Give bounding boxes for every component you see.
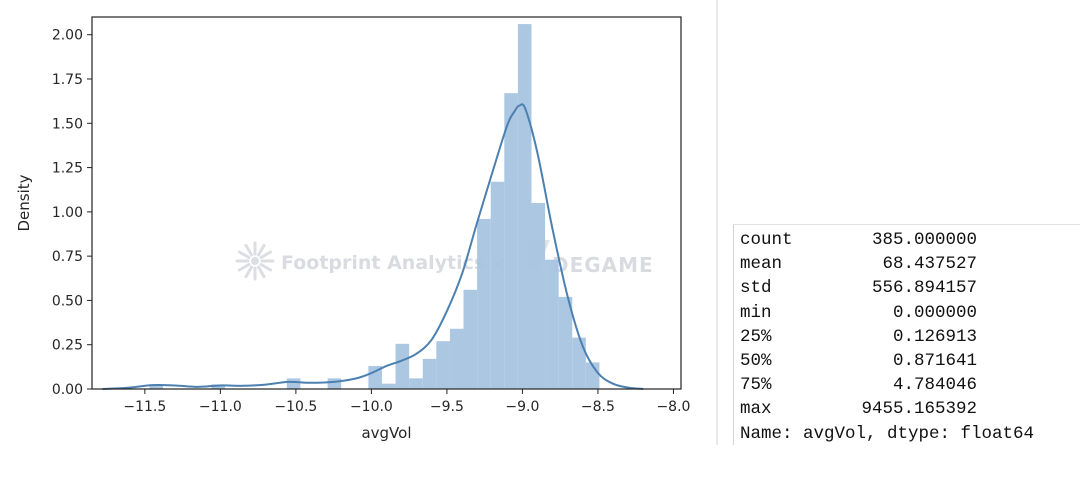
axes: −11.5 −11.0 −10.5 −10.0 −9.5 −9.0 −8.5 −8.0 0.00… [52, 16, 690, 415]
footprint-logo-core [251, 257, 259, 265]
stat-value: 68.437527 [882, 254, 977, 275]
stat-value: 9455.165392 [861, 399, 977, 420]
stats-row-std: std 556.894157 [740, 276, 1080, 300]
y-tick-label: 0.75 [52, 249, 83, 265]
describe-output: count 385.000000 mean 68.437527 std 556.89415… [733, 224, 1080, 445]
x-tick-label: −11.5 [123, 399, 166, 415]
stat-key: max [740, 399, 772, 420]
footprint-logo-ray [237, 250, 251, 259]
histogram-bar [436, 341, 450, 389]
watermark-brand: Footprint Analytics [281, 252, 485, 274]
stat-key: min [740, 302, 772, 323]
x-tick-label: −10.0 [350, 399, 393, 415]
y-tick-label: 2.00 [52, 28, 83, 44]
footprint-logo-ray [257, 243, 266, 257]
histogram-bar [286, 378, 301, 389]
stats-footer: Name: avgVol, dtype: float64 [740, 423, 1035, 444]
x-tick-label: −8.0 [656, 399, 690, 415]
y-axis-label: Density [15, 174, 33, 231]
watermark-partner: DEGAME [552, 253, 654, 277]
x-tick-label: −10.5 [274, 399, 317, 415]
footprint-logo-ray [237, 263, 251, 272]
footprint-logo-ray [259, 250, 273, 259]
stat-value: 556.894157 [871, 278, 977, 299]
y-tick-label: 0.00 [52, 382, 83, 398]
stat-value: 4.784046 [892, 375, 977, 396]
x-tick-label: −8.5 [581, 399, 615, 415]
histogram-bar [517, 24, 532, 389]
histogram-bar [477, 218, 491, 389]
footprint-logo-icon [235, 241, 275, 281]
x-axis-label: avgVol [361, 424, 411, 442]
stat-value: 0.000000 [892, 302, 977, 323]
x-tick-label: −9.0 [505, 399, 539, 415]
x-tick-label: −9.5 [430, 399, 464, 415]
footprint-logo-ray [259, 263, 273, 272]
histogram-bar [368, 365, 382, 389]
stat-key: 25% [740, 326, 772, 347]
stat-key: 50% [740, 350, 772, 371]
histogram-bar [490, 181, 505, 389]
histogram-bar [381, 383, 396, 389]
y-tick-label: 0.50 [52, 293, 83, 309]
y-tick-label: 1.25 [52, 161, 83, 177]
stat-key: count [740, 230, 793, 250]
stat-key: mean [740, 254, 783, 275]
y-tick-label: 1.00 [52, 205, 83, 221]
watermark: Footprint Analytics×DEGAME [235, 240, 654, 281]
histogram-bars [149, 24, 600, 390]
histogram-bar [211, 384, 225, 389]
histogram-bar [449, 328, 464, 389]
stats-row-50pct: 50% 0.871641 [740, 349, 1080, 373]
y-tick-label: 1.50 [52, 116, 83, 132]
histogram-bar [463, 289, 478, 389]
panel-divider [716, 0, 718, 445]
x-tick-label: −11.0 [199, 399, 242, 415]
kde-curve-group [102, 103, 644, 390]
chart-figure: Footprint Analytics×DEGAME −11.5 −11.0 −10… [15, 16, 691, 442]
stats-row-max: max 9455.165392 [740, 397, 1080, 421]
histogram-bar [572, 337, 586, 389]
stat-key: 75% [740, 375, 772, 396]
histogram-bar [504, 93, 518, 390]
histogram-bar [149, 384, 163, 389]
stats-rows: count 385.000000 mean 68.437527 std 556.89415… [740, 228, 1080, 422]
stats-row-75pct: 75% 4.784046 [740, 373, 1080, 397]
stat-value: 0.126913 [892, 326, 977, 347]
histogram-bar [409, 378, 423, 389]
plot-frame [91, 16, 682, 390]
stats-footer-row: Name: avgVol, dtype: float64 [740, 422, 1080, 446]
stats-row-min: min 0.000000 [740, 301, 1080, 325]
kde-curve [102, 103, 644, 390]
stats-row-25pct: 25% 0.126913 [740, 325, 1080, 349]
histogram-bar [395, 343, 410, 389]
histogram-bar [422, 358, 437, 389]
histogram-bar [558, 296, 573, 389]
footprint-logo-ray [244, 243, 253, 257]
histogram-bar [531, 203, 546, 389]
y-tick-label: 1.75 [52, 72, 83, 88]
stat-value: 385.000000 [871, 230, 977, 250]
y-tick-label: 0.25 [52, 338, 83, 354]
footprint-logo-ray [244, 265, 253, 279]
stat-key: std [740, 278, 772, 299]
axis-labels: avgVol Density [15, 174, 412, 442]
footprint-logo-ray [257, 265, 266, 279]
chart-canvas: Footprint Analytics×DEGAME −11.5 −11.0 −10… [15, 16, 690, 442]
histogram-bar [545, 259, 559, 389]
stats-row-count: count 385.000000 [740, 228, 1080, 252]
stat-value: 0.871641 [892, 350, 977, 371]
histogram-bar [327, 378, 342, 389]
stats-row-mean: mean 68.437527 [740, 252, 1080, 276]
